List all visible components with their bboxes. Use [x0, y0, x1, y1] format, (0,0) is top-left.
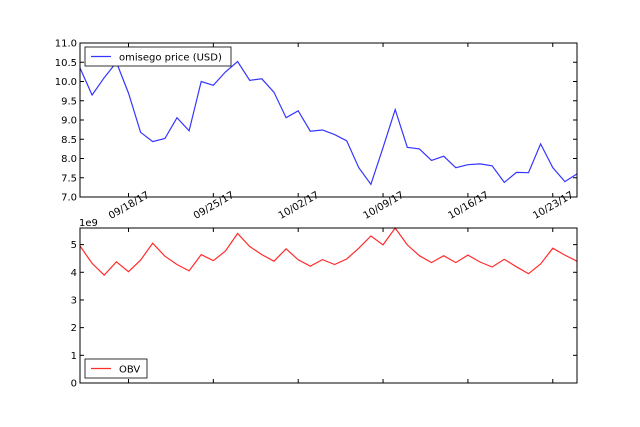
xtick-label: 10/23/17 [531, 190, 575, 222]
price-panel-ytick-label: 8.0 [61, 154, 77, 165]
obv-legend-label: OBV [119, 365, 140, 376]
xtick-label: 09/25/17 [192, 190, 236, 222]
obv-panel-ytick-label: 3 [71, 295, 77, 306]
price-panel-ytick-label: 7.5 [61, 173, 77, 184]
obv-panel-ytick-label: 1 [71, 351, 77, 362]
price-panel-ytick-label: 11.0 [55, 39, 77, 50]
price-panel-ytick-label: 9.5 [61, 96, 77, 107]
price-panel-ytick-label: 10.5 [55, 58, 77, 69]
obv-panel-ytick-label: 2 [71, 323, 77, 334]
xtick-label: 10/16/17 [446, 190, 490, 222]
obv-panel-series-line-0 [79, 226, 578, 276]
obv-panel-ytick-label: 0 [71, 379, 77, 390]
obv-panel-ytick-label: 4 [71, 268, 77, 279]
xtick-label: 10/02/17 [277, 190, 321, 222]
offset-label: 1e9 [79, 218, 98, 229]
price-legend-box [84, 46, 232, 67]
obv-panel-ytick-label: 5 [71, 240, 77, 251]
obv-panel-frame [79, 227, 578, 384]
price-panel-ytick-label: 7.0 [61, 193, 77, 204]
obv-legend-box [84, 358, 148, 379]
price-panel-series-line-0 [79, 60, 578, 186]
xtick-label: 09/18/17 [107, 190, 151, 222]
price-panel-ytick-label: 8.5 [61, 135, 77, 146]
xtick-label: 10/09/17 [362, 190, 406, 222]
price-panel-ytick-label: 10.0 [55, 77, 77, 88]
price-panel-ytick-label: 9.0 [61, 116, 77, 127]
price-legend-label: omisego price (USD) [119, 53, 222, 64]
